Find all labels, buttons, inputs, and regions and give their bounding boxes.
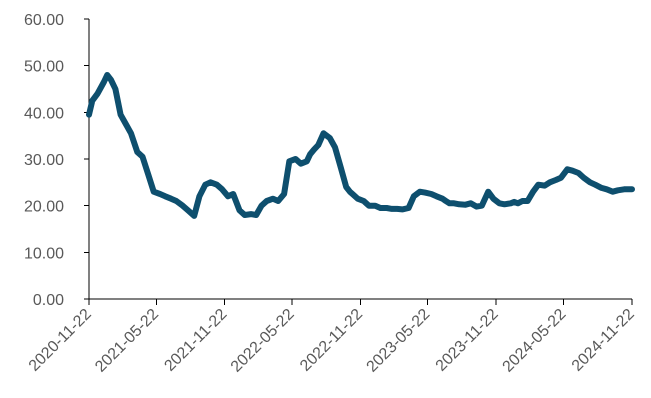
x-tick-label: 2020-11-22 [26, 306, 95, 375]
series-line-0 [86, 72, 635, 219]
x-tick-label: 2023-05-22 [364, 306, 434, 376]
x-tick-label: 2021-05-22 [92, 306, 162, 376]
y-tick-label: 20.00 [24, 199, 64, 216]
y-tick-label: 50.00 [24, 59, 64, 76]
x-tick-label: 2022-05-22 [228, 306, 298, 376]
x-tick-label: 2022-11-22 [297, 306, 366, 375]
x-tick-label: 2021-11-22 [161, 306, 230, 375]
y-tick-label: 10.00 [24, 245, 64, 262]
series-group [86, 72, 635, 219]
x-tick-label: 2023-11-22 [433, 306, 502, 375]
y-tick-label: 40.00 [24, 105, 64, 122]
y-tick-label: 60.00 [24, 12, 64, 29]
y-tick-label: 0.00 [33, 292, 64, 309]
y-tick-label: 30.00 [24, 152, 64, 169]
y-axis-ticks: 0.00 10.00 20.00 30.00 40.00 50.00 60.00 [24, 12, 89, 309]
x-tick-label: 2024-11-22 [569, 306, 638, 375]
x-tick-label: 2024-05-22 [500, 306, 570, 376]
